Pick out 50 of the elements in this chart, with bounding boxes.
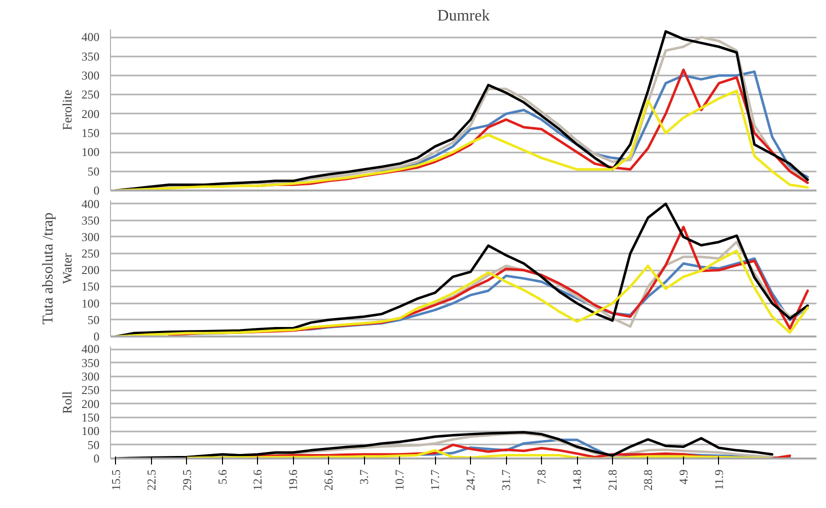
y-tick-label: 350 <box>82 213 100 228</box>
text: Tuta absoluta /trap <box>40 212 56 324</box>
y-tick-label: 400 <box>82 196 100 211</box>
y-tick-label: 50 <box>88 164 100 178</box>
y-axis-title: Ferolite <box>60 90 74 130</box>
x-tick-label: 15.5 <box>108 470 123 490</box>
y-tick-label: 100 <box>82 424 100 438</box>
y-tick-label: 400 <box>82 342 100 356</box>
x-tick-label: 22.5 <box>144 470 158 490</box>
x-tick-label: 10.7 <box>392 470 407 490</box>
y-axis-title: Roll <box>60 390 74 414</box>
y-tick-label: 100 <box>82 296 100 310</box>
y-tick-label: 150 <box>82 410 100 425</box>
x-tick-label: 21.8 <box>606 470 620 490</box>
y-tick-label: 0 <box>94 330 100 344</box>
x-tick-label: 7.8 <box>534 470 549 484</box>
x-tick-label: 26.6 <box>322 470 336 490</box>
y-tick-label: 200 <box>82 263 100 278</box>
x-tick-label: 11.9 <box>712 469 726 490</box>
y-axis-title: Water <box>60 252 74 284</box>
y-tick-label: 350 <box>82 49 100 64</box>
y-tick-label: 0 <box>94 452 100 466</box>
y-tick-label: 150 <box>82 280 100 294</box>
x-tick-label: 24.7 <box>464 470 478 490</box>
x-tick-label: 28.8 <box>640 470 655 490</box>
x-tick-label: 29.5 <box>180 470 194 490</box>
y-tick-label: 400 <box>82 30 100 44</box>
y-tick-label: 300 <box>82 230 100 244</box>
y-tick-label: 0 <box>94 184 100 198</box>
y-tick-label: 200 <box>82 106 100 121</box>
x-tick-label: 4.9 <box>676 470 690 484</box>
y-tick-label: 50 <box>88 312 100 327</box>
y-tick-label: 250 <box>82 383 100 398</box>
x-tick-label: 3.7 <box>357 470 372 484</box>
x-tick-label: 31.7 <box>499 470 514 490</box>
x-tick-label: 14.8 <box>570 470 584 490</box>
x-tick-label: 19.6 <box>286 470 300 490</box>
x-tick-label: 12.6 <box>250 470 265 490</box>
y-tick-label: 100 <box>82 145 100 160</box>
y-tick-label: 250 <box>82 88 100 102</box>
y-tick-label: 200 <box>82 396 100 411</box>
x-tick-label: 5.6 <box>215 470 230 484</box>
y-tick-label: 150 <box>82 126 100 140</box>
y-tick-label: 250 <box>82 246 100 261</box>
y-tick-label: 350 <box>82 356 100 370</box>
y-tick-label: 50 <box>88 438 100 452</box>
y-tick-label: 300 <box>82 370 100 384</box>
chart-title: Dumrek <box>437 8 490 24</box>
x-tick-label: 17.7 <box>428 470 442 490</box>
y-tick-label: 300 <box>82 68 100 82</box>
